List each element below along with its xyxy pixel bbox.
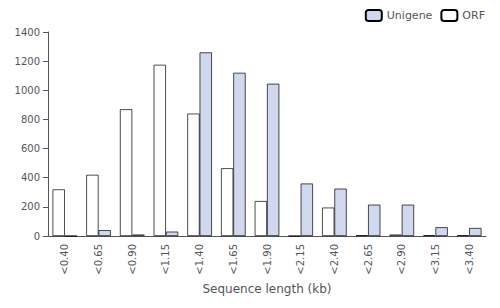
svg-text:<0.65: <0.65 [93,244,104,275]
svg-text:<0.40: <0.40 [59,244,70,275]
svg-text:<1.40: <1.40 [194,244,205,275]
svg-text:600: 600 [21,143,40,154]
svg-text:<2.15: <2.15 [295,244,306,275]
svg-text:0: 0 [34,231,40,242]
svg-text:ORF: ORF [462,9,485,22]
svg-text:400: 400 [21,172,40,183]
svg-text:<2.65: <2.65 [363,244,374,275]
svg-text:1200: 1200 [15,56,40,67]
svg-text:<1.90: <1.90 [262,244,273,275]
svg-text:Unigene: Unigene [387,9,433,22]
svg-text:800: 800 [21,114,40,125]
svg-text:<3.40: <3.40 [464,244,475,275]
svg-text:1000: 1000 [15,85,40,96]
svg-text:Sequence length (kb): Sequence length (kb) [203,282,332,296]
svg-text:<2.40: <2.40 [329,244,340,275]
svg-text:<2.90: <2.90 [396,244,407,275]
svg-text:<3.15: <3.15 [430,244,441,275]
svg-text:<1.65: <1.65 [228,244,239,275]
svg-text:<1.15: <1.15 [160,244,171,275]
svg-text:200: 200 [21,201,40,212]
svg-text:1400: 1400 [15,27,40,38]
svg-text:<0.90: <0.90 [127,244,138,275]
